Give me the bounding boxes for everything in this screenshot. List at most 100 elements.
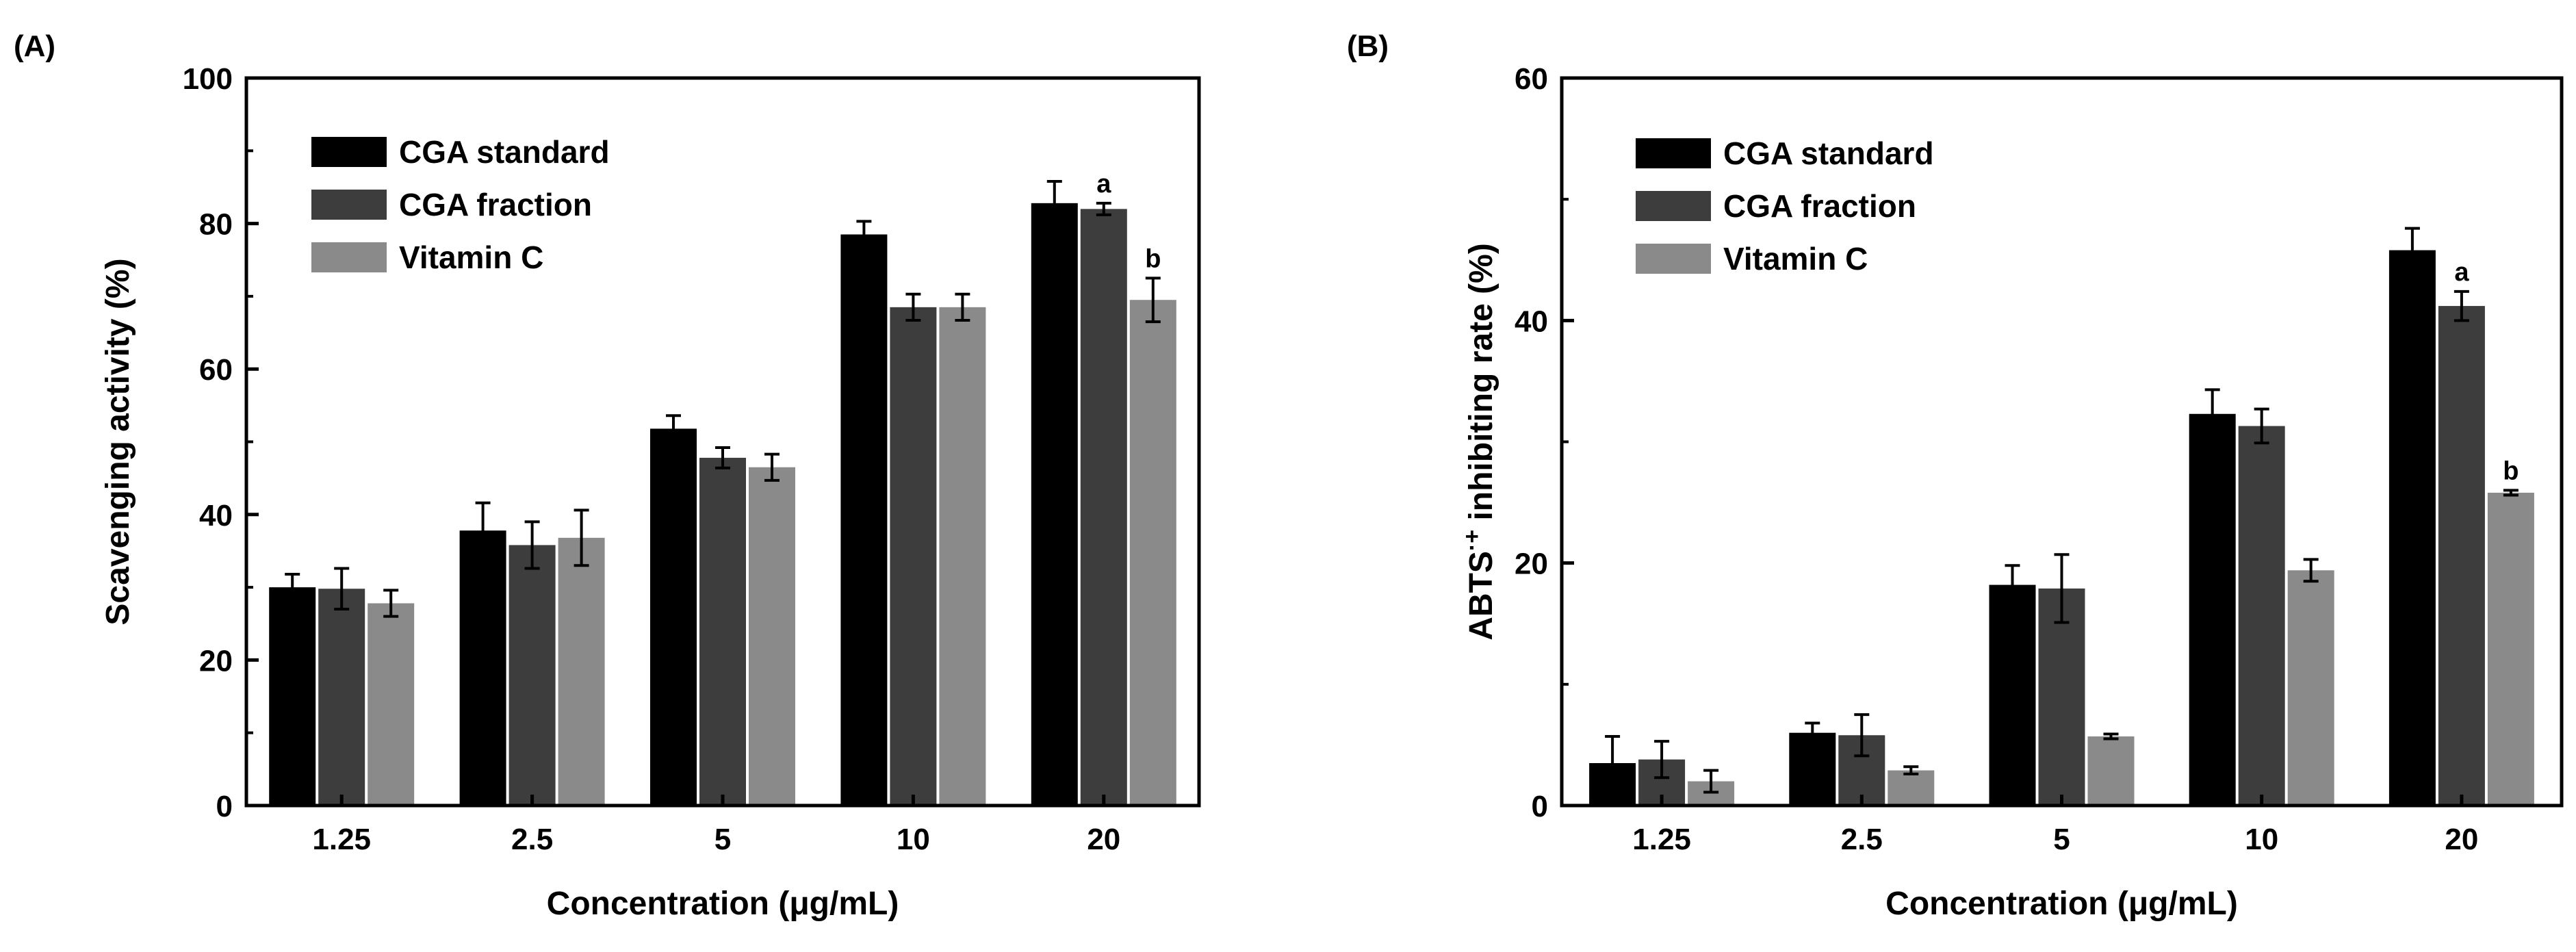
x-tick-label: 5 <box>2053 823 2070 856</box>
y-tick-label: 40 <box>1515 305 1548 338</box>
x-axis-title: Concentration (μg/mL) <box>1885 886 2238 922</box>
panel-label: (A) <box>14 29 55 63</box>
error-bar-cga-fraction-10 <box>905 292 921 322</box>
bar-cga-fraction-5 <box>699 457 746 806</box>
y-tick-label: 20 <box>1515 548 1548 581</box>
panel-label: (B) <box>1347 29 1389 63</box>
error-bar-cga-standard-20 <box>2404 227 2420 274</box>
error-bar-vitamin-c-5 <box>2103 732 2119 741</box>
legend-swatch-cga-fraction <box>1636 191 1711 221</box>
y-axis-title: ABTS·+ inhibiting rate (%) <box>1459 243 1499 641</box>
bar-vitamin-c-5 <box>749 467 795 806</box>
error-bar-cga-standard-5 <box>666 414 681 443</box>
x-tick-label: 1.25 <box>1632 823 1691 856</box>
panel-a: (A) Concentration (μg/mL) Scavenging act… <box>14 29 1201 922</box>
error-bar-cga-standard-20 <box>1046 179 1062 227</box>
y-tick-label: 60 <box>199 353 233 387</box>
annotation-a: a <box>1096 170 1111 198</box>
legend-swatch-cga-fraction <box>311 190 387 220</box>
bar-cga-standard-20 <box>1031 203 1078 806</box>
legend-label-vitamin-c: Vitamin C <box>399 240 543 275</box>
y-tick-label: 0 <box>1532 790 1548 823</box>
y-axis-title-rest: inhibiting rate (%) <box>1463 243 1499 530</box>
bar-cga-standard-1.25 <box>269 587 316 806</box>
x-tick-label: 10 <box>2245 823 2278 856</box>
panel-b: (B) Concentration (μg/mL) ABTS·+ inhibit… <box>1347 29 2564 922</box>
x-tick-label: 1.25 <box>312 823 371 856</box>
legend-swatch-vitamin-c <box>1636 244 1711 274</box>
y-tick-label: 80 <box>199 208 233 242</box>
y-axis-title: Scavenging activity (%) <box>100 258 136 625</box>
legend-label-cga-fraction: CGA fraction <box>399 187 592 222</box>
legend: CGA standard CGA fraction Vitamin C <box>1636 136 1934 276</box>
bar-cga-fraction-10 <box>2238 426 2285 806</box>
legend-label-cga-fraction: CGA fraction <box>1723 188 1916 224</box>
error-bar-vitamin-c-1.25 <box>383 589 399 618</box>
y-tick-label: 100 <box>183 62 233 96</box>
legend-swatch-cga-standard <box>1636 138 1711 168</box>
bar-cga-fraction-1.25 <box>318 589 365 806</box>
error-bar-cga-standard-5 <box>2005 564 2020 606</box>
error-bar-cga-standard-2.5 <box>1805 721 1820 744</box>
error-bar-cga-standard-1.25 <box>1605 735 1621 791</box>
y-tick-label: 20 <box>199 644 233 678</box>
error-bar-cga-standard-10 <box>856 220 872 249</box>
error-bar-vitamin-c-20 <box>1145 276 1161 324</box>
error-bar-cga-standard-2.5 <box>475 501 491 560</box>
y-axis-title-main: ABTS <box>1463 551 1499 641</box>
bar-vitamin-c-2.5 <box>1888 770 1935 806</box>
x-tick-label: 20 <box>1087 823 1120 856</box>
bar-cga-standard-20 <box>2388 250 2436 806</box>
y-axis-title-superscript: ·+ <box>1459 530 1485 551</box>
x-tick-label: 2.5 <box>511 823 553 856</box>
error-bar-vitamin-c-5 <box>764 452 780 482</box>
bar-cga-fraction-20 <box>2438 306 2485 806</box>
annotation-b: b <box>2503 456 2519 485</box>
bar-vitamin-c-20 <box>2487 492 2534 806</box>
y-tick-label: 60 <box>1515 62 1548 96</box>
bar-cga-fraction-20 <box>1080 209 1127 806</box>
bar-vitamin-c-2.5 <box>558 537 605 806</box>
bar-cga-fraction-5 <box>2038 588 2085 806</box>
error-bar-vitamin-c-2.5 <box>574 509 589 567</box>
error-bar-cga-fraction-5 <box>2054 553 2070 624</box>
x-tick-label: 5 <box>714 823 731 856</box>
bar-vitamin-c-10 <box>939 307 986 806</box>
bar-cga-fraction-10 <box>890 307 937 806</box>
error-bar-vitamin-c-10 <box>955 292 970 322</box>
bar-cga-standard-10 <box>840 234 888 806</box>
annotation-a: a <box>2454 258 2469 287</box>
bar-vitamin-c-5 <box>2087 736 2135 806</box>
annotation-b: b <box>1145 244 1161 273</box>
y-tick-label: 40 <box>199 499 233 532</box>
x-tick-label: 10 <box>897 823 930 856</box>
y-tick-label: 0 <box>216 790 233 823</box>
legend-label-cga-standard: CGA standard <box>399 134 610 170</box>
error-bar-cga-standard-10 <box>2204 388 2220 440</box>
error-bar-cga-fraction-20 <box>1096 201 1111 216</box>
error-bar-cga-fraction-20 <box>2453 290 2469 322</box>
legend-swatch-cga-standard <box>311 137 387 167</box>
error-bar-cga-fraction-1.25 <box>334 567 350 610</box>
bar-vitamin-c-1.25 <box>368 603 415 806</box>
bar-cga-standard-5 <box>650 428 697 806</box>
error-bar-cga-standard-1.25 <box>285 572 300 602</box>
legend-swatch-vitamin-c <box>311 242 387 272</box>
bar-cga-standard-10 <box>2189 413 2236 806</box>
bar-cga-standard-5 <box>1989 584 2036 806</box>
error-bar-vitamin-c-20 <box>2503 489 2519 497</box>
legend-label-cga-standard: CGA standard <box>1723 136 1934 171</box>
error-bar-cga-fraction-2.5 <box>524 520 540 570</box>
bar-cga-fraction-2.5 <box>508 545 556 806</box>
x-axis-title: Concentration (μg/mL) <box>547 886 899 922</box>
error-bar-vitamin-c-2.5 <box>1903 765 1919 775</box>
error-bar-cga-fraction-5 <box>715 446 730 469</box>
error-bar-cga-fraction-2.5 <box>1854 713 1870 758</box>
legend: CGA standard CGA fraction Vitamin C <box>311 134 610 275</box>
plot-marks: a b 0 20 40 60 80 100 1.25 2.5 5 10 20 <box>183 62 1201 856</box>
error-bar-vitamin-c-1.25 <box>1703 769 1719 794</box>
plot-marks: a b 0 20 40 60 1.25 2.5 5 10 20 <box>1515 62 2564 856</box>
x-tick-label: 2.5 <box>1841 823 1883 856</box>
